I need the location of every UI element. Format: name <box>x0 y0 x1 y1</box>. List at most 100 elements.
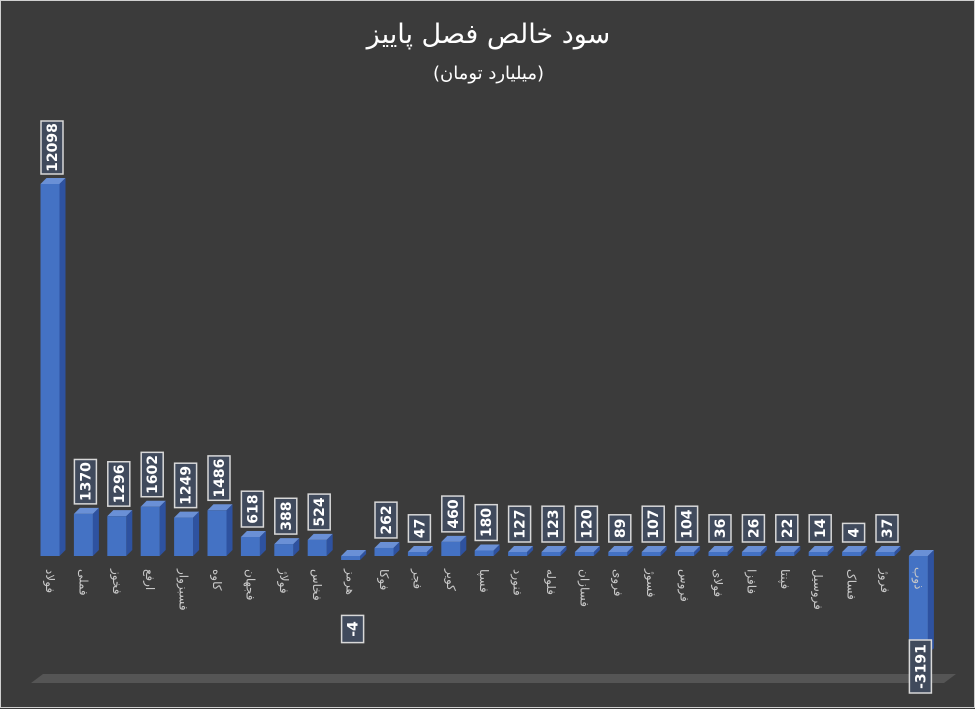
data-label: 47 <box>407 514 432 543</box>
bar-top-face <box>808 546 834 552</box>
category-label: فولاژ <box>276 568 291 594</box>
category-label-text: فولای <box>710 569 725 597</box>
data-label-box <box>240 490 265 528</box>
bar-group <box>508 546 534 556</box>
data-label-box <box>340 614 365 644</box>
category-label: فروسیل <box>810 569 825 610</box>
data-label-text: 22 <box>780 519 796 538</box>
data-label-text: 618 <box>245 494 261 523</box>
category-label-text: فروسیل <box>810 569 825 610</box>
data-label: 1602 <box>140 451 164 498</box>
data-label-text: 36 <box>713 519 729 538</box>
bar-side-face <box>660 546 667 556</box>
data-label-text: 104 <box>680 509 696 538</box>
bar <box>608 552 628 556</box>
bar-side-face <box>894 546 901 556</box>
data-label: 1296 <box>107 460 131 507</box>
data-label-text: 180 <box>479 508 495 537</box>
category-label: ذوب <box>910 567 925 589</box>
data-label-box <box>274 497 298 535</box>
bar <box>307 539 327 556</box>
data-label-box <box>73 458 98 505</box>
category-label-text: ارفع <box>142 569 157 590</box>
data-label-box <box>307 493 331 531</box>
category-label: فلوله <box>543 569 558 595</box>
bar-group <box>908 550 934 655</box>
bar <box>107 516 127 556</box>
bar-top-face <box>675 546 701 552</box>
data-label: 618 <box>240 490 265 528</box>
chart-title: سود خالص فصل پاییز <box>366 19 611 50</box>
data-label: 104 <box>674 505 699 543</box>
data-label-box <box>40 120 64 175</box>
category-label-text: فلوله <box>543 569 558 595</box>
category-label-text: فروس <box>677 569 692 602</box>
bar-side-face <box>360 550 367 560</box>
category-label: فروژ <box>877 568 892 593</box>
category-label: فجهان <box>243 569 257 600</box>
bar-top-face <box>40 178 66 184</box>
data-label: 37 <box>875 514 899 543</box>
bar-side-face <box>92 507 99 556</box>
data-label-text: 12098 <box>45 123 61 172</box>
category-label: فسبزوار <box>176 568 191 611</box>
bar-side-face <box>694 546 701 556</box>
bar-side-face <box>426 546 433 556</box>
bar-group <box>441 535 467 556</box>
data-label: 262 <box>374 501 398 539</box>
bar-side-face <box>527 546 534 556</box>
data-label-text: 26 <box>746 519 762 538</box>
data-label: 22 <box>775 514 799 543</box>
data-label-box <box>775 514 799 543</box>
bar <box>908 556 928 655</box>
bar <box>641 552 661 556</box>
category-label: کاوه <box>209 569 224 591</box>
bar <box>174 517 194 556</box>
category-label: فخاس <box>309 569 324 601</box>
data-label: 460 <box>441 495 465 533</box>
data-label-text: 14 <box>813 518 829 538</box>
bar <box>407 552 427 556</box>
data-label-box <box>574 505 599 543</box>
data-label-text: -4 <box>346 621 362 637</box>
bar-side-face <box>193 511 200 556</box>
bar-side-face <box>861 546 868 556</box>
bar <box>374 547 394 556</box>
category-label-text: فخوز <box>109 568 124 594</box>
bar <box>73 513 93 556</box>
data-label-box <box>474 503 498 542</box>
bar-top-face <box>307 533 333 540</box>
data-label-text: 1296 <box>112 464 128 503</box>
bar-side-face <box>226 504 233 556</box>
bar-group <box>140 500 166 556</box>
category-label: فنورد <box>510 569 525 596</box>
category-label: فملی <box>76 569 90 596</box>
bar-side-face <box>627 546 634 556</box>
bar-group <box>374 541 400 556</box>
data-label: 12098 <box>40 120 64 175</box>
bar-side-face <box>727 546 734 556</box>
data-label: 1370 <box>73 458 98 505</box>
data-label: 524 <box>307 493 331 531</box>
bar <box>240 536 260 556</box>
bar-group <box>474 544 500 556</box>
category-label-text: فولاژ <box>276 568 291 594</box>
data-label: 14 <box>808 514 832 543</box>
category-label: فولاد <box>42 569 57 593</box>
data-label-box <box>708 514 732 543</box>
bar <box>775 552 795 556</box>
category-label: فسوژ <box>643 568 658 597</box>
data-label-text: 262 <box>379 505 395 534</box>
category-label-text: فساک <box>845 569 859 600</box>
bar <box>842 552 862 556</box>
data-label: 26 <box>741 514 766 543</box>
category-label-text: فسبزوار <box>176 568 191 611</box>
bar-top-face <box>407 546 433 552</box>
bar <box>274 544 294 556</box>
category-label-text: فسوژ <box>643 568 658 597</box>
bar-top-face <box>174 511 200 518</box>
bar-top-face <box>741 546 767 552</box>
category-label: فسازان <box>576 569 591 607</box>
category-label: کویر <box>443 568 458 591</box>
